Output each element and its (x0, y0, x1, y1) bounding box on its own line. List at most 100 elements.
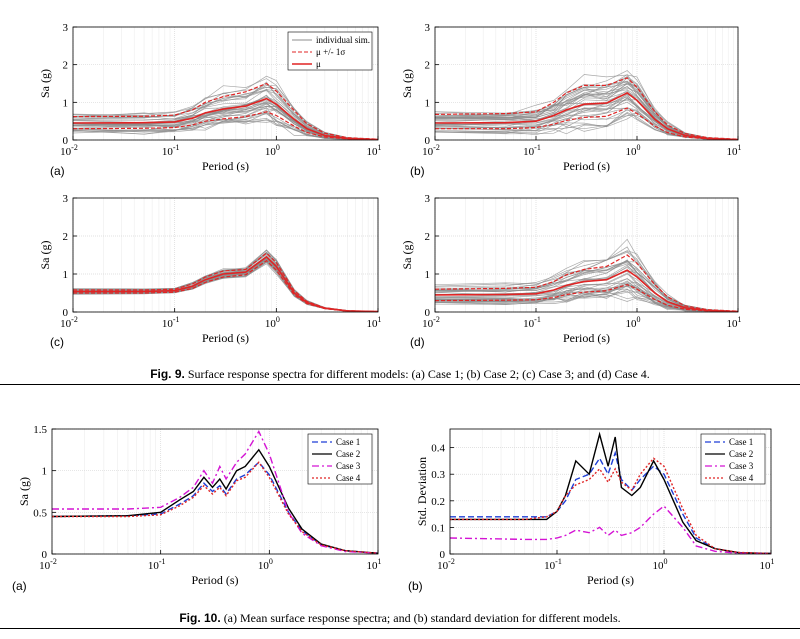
mu-plus-sigma-line (435, 77, 738, 140)
x-tick-exponent: -2 (433, 315, 440, 324)
individual-sim-line (73, 255, 378, 312)
y-tick-label: 1 (425, 97, 431, 109)
individual-sim-line (73, 257, 378, 312)
x-tick-label: 101 (727, 315, 742, 330)
individual-sim-line (73, 256, 378, 312)
individual-sim-line (73, 258, 378, 312)
legend-label: Case 4 (336, 473, 361, 483)
legend-box (307, 433, 373, 485)
legend-label: Case 2 (336, 449, 360, 459)
mu-plus-sigma-line (435, 254, 738, 312)
mu-line (435, 269, 738, 312)
individual-sim-line (73, 257, 378, 312)
x-tick-exponent: 1 (738, 315, 742, 324)
x-tick-label: 10-1 (544, 557, 562, 572)
legend-label: Case 1 (729, 437, 753, 447)
axes-frame (72, 197, 379, 313)
x-tick-label: 100 (626, 143, 641, 158)
x-tick-label: 10-1 (162, 315, 180, 330)
y-axis-label: Sa (g) (38, 241, 52, 270)
x-tick-label: 101 (760, 557, 775, 572)
x-tick-exponent: -1 (159, 557, 166, 566)
y-tick-label: 1.5 (33, 424, 47, 436)
plot-area (435, 238, 738, 312)
fig10-caption: Fig. 10. (a) Mean surface response spect… (0, 611, 800, 626)
panel-label: (a) (12, 579, 27, 593)
y-axis-label: Sa (g) (17, 477, 31, 506)
mu-line (435, 91, 738, 140)
legend-label: Case 3 (729, 461, 754, 471)
x-tick-exponent: -1 (173, 315, 180, 324)
legend-label: Case 3 (336, 461, 361, 471)
legend-label: Case 4 (729, 473, 754, 483)
individual-sim-line (73, 258, 378, 312)
fig9-caption: Fig. 9. Surface response spectra for dif… (0, 367, 800, 382)
mu-line (73, 255, 378, 312)
x-tick-label: 10-2 (60, 315, 78, 330)
plot-area (73, 75, 378, 140)
x-tick-label: 10-1 (523, 315, 541, 330)
axes-frame (72, 26, 379, 141)
individual-sim-line (73, 258, 378, 312)
legend-label: μ (316, 59, 321, 69)
x-axis-label: Period (s) (202, 331, 249, 345)
legend-label: Case 1 (336, 437, 360, 447)
x-tick-label: 100 (258, 557, 273, 572)
individual-sim-line (73, 252, 378, 312)
y-tick-label: 0.5 (33, 507, 47, 519)
x-tick-exponent: -2 (71, 315, 78, 324)
legend-label: individual sim. (316, 35, 370, 45)
plot-area (52, 430, 378, 554)
individual-sim-line (73, 252, 378, 312)
x-tick-label: 100 (626, 315, 641, 330)
x-tick-exponent: 1 (378, 143, 382, 152)
individual-sim-line (73, 253, 378, 312)
individual-sim-line (73, 258, 378, 312)
series-line-case-3 (52, 430, 378, 554)
individual-sim-line (73, 261, 378, 312)
x-tick-label: 101 (727, 143, 742, 158)
y-tick-label: 3 (425, 22, 431, 34)
x-tick-exponent: 0 (637, 315, 641, 324)
x-tick-exponent: 1 (378, 315, 382, 324)
mu-minus-sigma-line (435, 283, 738, 312)
y-tick-label: 0.4 (431, 443, 445, 455)
panel-label: (c) (50, 335, 64, 349)
y-tick-label: 3 (63, 22, 69, 34)
x-tick-label: 100 (653, 557, 668, 572)
plot-area (450, 431, 771, 554)
panel-label: (b) (408, 579, 423, 593)
legend: individual sim. μ +/- 1σ μ (287, 31, 373, 71)
x-tick-label: 10-1 (523, 143, 541, 158)
legend-label: μ +/- 1σ (316, 47, 345, 57)
series-line-case-3 (450, 505, 771, 554)
panel-label: (d) (410, 335, 425, 349)
y-tick-label: 0.2 (431, 496, 445, 508)
mu-minus-sigma-line (73, 259, 378, 312)
x-tick-exponent: -1 (534, 143, 541, 152)
x-tick-label: 10-2 (437, 557, 455, 572)
x-tick-exponent: 1 (738, 143, 742, 152)
section-divider (0, 384, 800, 385)
y-tick-label: 0 (425, 307, 431, 319)
x-tick-exponent: 0 (276, 315, 280, 324)
x-tick-exponent: 0 (276, 143, 280, 152)
x-axis-label: Period (s) (202, 159, 249, 173)
legend-box (700, 433, 766, 485)
mu-line (73, 97, 378, 140)
individual-sim-line (73, 118, 378, 140)
y-tick-label: 1 (42, 466, 48, 478)
y-tick-label: 1 (63, 269, 69, 281)
y-tick-label: 0 (42, 549, 48, 561)
fig10-caption-label: Fig. 10. (179, 611, 221, 625)
individual-sim-line (73, 257, 378, 312)
x-axis-label: Period (s) (563, 159, 610, 173)
x-tick-exponent: 0 (637, 143, 641, 152)
y-tick-label: 2 (425, 60, 431, 72)
individual-sim-line (73, 257, 378, 312)
individual-sim-line (73, 251, 378, 312)
series-line-case-2 (52, 448, 378, 554)
individual-sim-line (73, 260, 378, 312)
